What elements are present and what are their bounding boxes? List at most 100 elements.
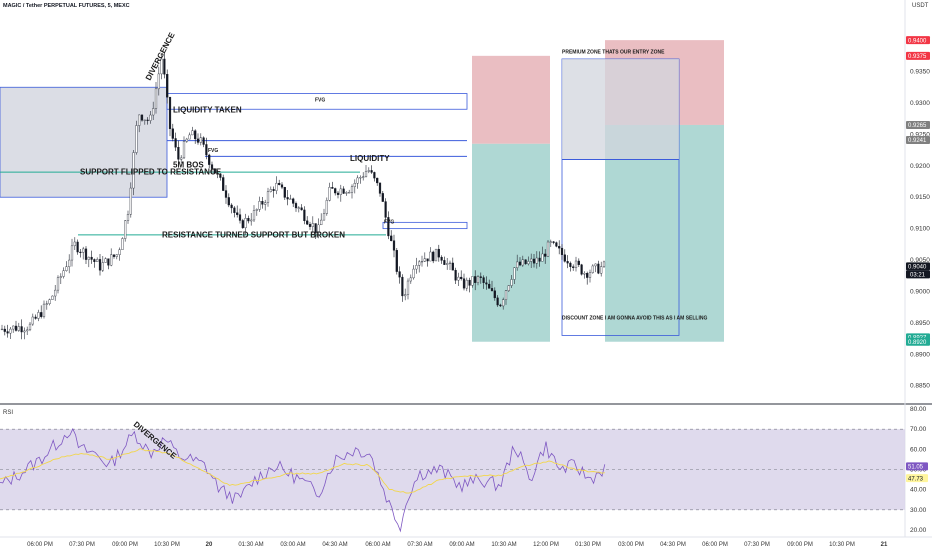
candle-body: [236, 212, 239, 215]
time-tick-label: 12:00 PM: [533, 542, 559, 548]
candle-body: [418, 261, 421, 266]
candle-body: [286, 197, 289, 200]
time-tick-label: 10:30 PM: [829, 542, 855, 548]
time-tick-label: 06:00 AM: [365, 542, 390, 548]
candle-body: [415, 265, 418, 270]
candle-body: [432, 251, 435, 262]
candle-body: [580, 264, 583, 275]
candle-body: [311, 223, 314, 227]
candle-body: [54, 289, 57, 297]
annotation-label-1: LIQUIDITY TAKEN: [173, 105, 242, 114]
candle-body: [12, 325, 15, 330]
candle-body: [308, 223, 312, 227]
candle-body: [124, 220, 127, 239]
candle-body: [90, 256, 93, 260]
price-tag-bg: [906, 337, 930, 346]
candle-body: [143, 119, 146, 121]
time-tick-label: 04:30 PM: [660, 542, 686, 548]
time-tick-label: 07:30 PM: [69, 542, 95, 548]
candle-body: [132, 152, 135, 189]
candle-body: [558, 246, 561, 249]
candle-body: [213, 168, 216, 174]
candle-body: [325, 200, 328, 214]
candle-body: [9, 328, 12, 334]
candle-body: [356, 177, 359, 184]
candle-body: [269, 189, 272, 192]
candle-body: [555, 242, 558, 247]
candle-body: [199, 137, 202, 143]
candle-body: [275, 182, 278, 191]
candle-body: [600, 266, 603, 274]
time-tick-label: 01:30 AM: [238, 542, 263, 548]
candle-body: [504, 290, 508, 300]
candle-body: [31, 316, 34, 325]
price-tag-bg: [906, 51, 930, 60]
candle-body: [476, 276, 480, 283]
candle-body: [544, 253, 547, 257]
time-tick-label: 21: [881, 542, 888, 548]
candle-body: [471, 276, 474, 286]
price-tag-label: 0.9040: [908, 265, 927, 271]
candle-body: [362, 176, 365, 178]
zone-box-0: [0, 86, 168, 198]
symbol-title: MAGIC / Tether PERPETUAL FUTURES, 5, MEX…: [3, 3, 130, 9]
candle-body: [157, 73, 160, 90]
price-tick-label: 0.9350: [910, 69, 930, 76]
candle-body: [521, 259, 524, 266]
candle-body: [303, 209, 306, 222]
candle-body: [373, 172, 376, 179]
candle-body: [499, 304, 502, 307]
time-tick-label: 07:30 PM: [744, 542, 770, 548]
candle-body: [602, 261, 606, 267]
candle-body: [247, 218, 250, 222]
candle-body: [322, 213, 326, 221]
candle-body: [98, 259, 102, 271]
candle-body: [51, 295, 54, 300]
candle-body: [460, 276, 463, 279]
time-tick-label: 04:30 AM: [322, 542, 347, 548]
candle-body: [166, 74, 169, 98]
price-tick-label: 0.9200: [910, 163, 930, 170]
candle-body: [370, 170, 373, 173]
candle-body: [182, 141, 186, 159]
candle-body: [205, 144, 208, 156]
candle-body: [513, 267, 516, 280]
price-tag-label: 0.9400: [908, 38, 927, 44]
candle-body: [177, 147, 180, 160]
candle-body: [462, 278, 466, 289]
candle-body: [586, 273, 589, 278]
candle-body: [194, 130, 197, 140]
candle-body: [549, 241, 552, 243]
candle-body: [297, 207, 300, 209]
candle-body: [129, 187, 132, 215]
price-tick-label: 0.9050: [910, 257, 930, 264]
annotation-label-0: DIVERGENCE: [144, 30, 177, 82]
candle-body: [465, 279, 468, 289]
position-stop-zone-0: [472, 55, 550, 144]
candle-body: [42, 303, 46, 317]
candle-body: [185, 138, 188, 142]
candle-body: [191, 130, 194, 136]
time-tick-label: 10:30 AM: [491, 542, 516, 548]
candle-body: [530, 258, 533, 262]
annotation-label-4: FVG: [208, 148, 218, 154]
candle-body: [314, 223, 317, 233]
price-tag-label: 0.9375: [908, 54, 927, 60]
candle-body: [163, 58, 166, 75]
candle-body: [320, 219, 323, 226]
candle-body: [14, 325, 18, 331]
rsi-tag-label: 47.73: [908, 476, 924, 482]
time-tick-label: 06:00 PM: [702, 542, 728, 548]
price-tag-bg: [906, 262, 930, 271]
candle-body: [426, 258, 429, 262]
candle-body: [420, 261, 424, 263]
candle-body: [118, 249, 121, 255]
candle-body: [336, 192, 340, 195]
candle-body: [516, 261, 519, 268]
position-target-zone-0: [472, 143, 550, 342]
candle-body: [454, 269, 457, 281]
currency-label: USDT: [912, 3, 929, 9]
candle-body: [395, 250, 398, 272]
candle-body: [227, 197, 230, 206]
